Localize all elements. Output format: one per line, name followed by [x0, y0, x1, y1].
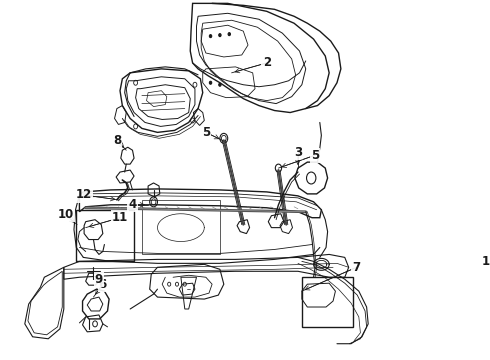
- Text: 8: 8: [113, 134, 121, 147]
- Circle shape: [228, 33, 230, 36]
- Text: 5: 5: [202, 126, 210, 139]
- Text: 12: 12: [75, 188, 92, 201]
- Circle shape: [209, 81, 212, 84]
- Circle shape: [219, 33, 221, 37]
- Text: 3: 3: [294, 146, 302, 159]
- Circle shape: [219, 83, 221, 86]
- Text: 11: 11: [112, 211, 128, 224]
- Circle shape: [209, 35, 212, 37]
- Text: 10: 10: [57, 208, 74, 221]
- Text: 2: 2: [263, 57, 271, 69]
- Text: 5: 5: [311, 149, 319, 162]
- Bar: [302, 277, 353, 327]
- Text: 6: 6: [98, 278, 107, 291]
- Text: 7: 7: [352, 261, 361, 274]
- Bar: [75, 210, 134, 261]
- Text: 1: 1: [481, 255, 490, 268]
- Text: 4: 4: [128, 198, 137, 211]
- Text: 9: 9: [95, 273, 103, 286]
